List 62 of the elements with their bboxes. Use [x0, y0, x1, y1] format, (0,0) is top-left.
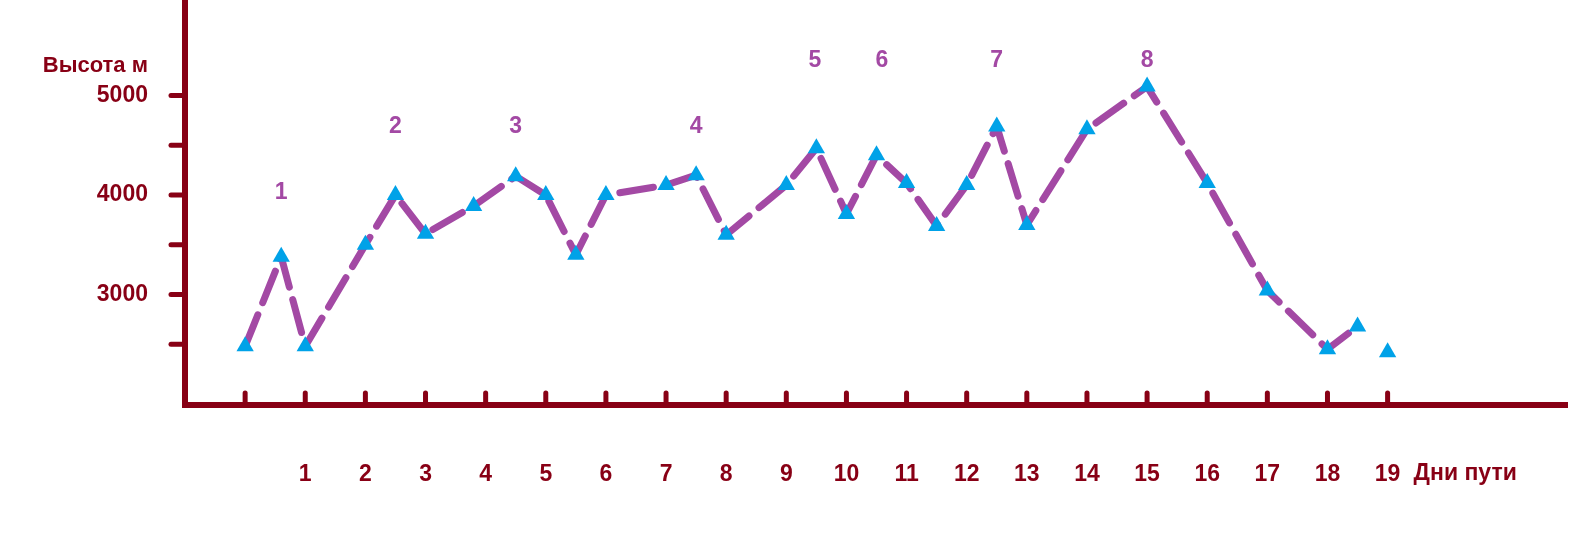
- x-tick-label: 7: [659, 460, 673, 487]
- x-tick-label: 9: [779, 460, 793, 487]
- x-tick-label: 3: [419, 460, 432, 487]
- point: [717, 224, 735, 240]
- annotation: 1: [274, 178, 288, 205]
- annotation: 7: [990, 46, 1004, 73]
- x-tick-label: 17: [1254, 460, 1281, 487]
- x-tick-label: 12: [953, 460, 980, 487]
- annotation: 5: [808, 46, 822, 73]
- point: [1138, 76, 1156, 92]
- point: [1018, 214, 1036, 230]
- x-tick-label: 5: [539, 460, 553, 487]
- point: [1078, 119, 1096, 135]
- point: [416, 223, 435, 239]
- x-tick-label: 10: [833, 460, 860, 487]
- x-tick-label: 13: [1014, 460, 1040, 487]
- point: [867, 145, 886, 161]
- point: [1378, 342, 1397, 358]
- y-axis-title: Высота м: [42, 52, 148, 78]
- point: [837, 203, 856, 219]
- x-tick-label: 18: [1314, 460, 1341, 487]
- annotation: 2: [389, 112, 402, 139]
- point: [1198, 173, 1216, 189]
- point: [597, 185, 615, 201]
- x-tick-label: 11: [894, 460, 919, 487]
- y-tick-label: 4000: [96, 180, 148, 207]
- annotation: 6: [875, 46, 889, 73]
- point: [507, 166, 525, 182]
- point: [1318, 339, 1337, 355]
- point: [777, 175, 795, 191]
- point: [464, 195, 483, 211]
- point: [687, 165, 705, 181]
- point: [296, 336, 314, 352]
- point: [567, 244, 585, 260]
- point: [807, 138, 826, 154]
- x-tick-label: 14: [1074, 460, 1100, 487]
- point: [356, 234, 375, 250]
- point: [927, 215, 946, 231]
- point: [958, 175, 976, 191]
- point: [236, 336, 254, 352]
- annotation: 4: [689, 112, 703, 139]
- x-tick-label: 8: [719, 460, 733, 487]
- point: [988, 116, 1006, 132]
- point: [657, 175, 675, 191]
- x-tick-label: 2: [358, 460, 372, 487]
- x-tick-label: 19: [1374, 460, 1401, 487]
- x-axis-title: Дни пути: [1413, 459, 1517, 486]
- annotation: 3: [509, 112, 523, 139]
- annotation: 8: [1140, 46, 1154, 73]
- x-tick-label: 4: [479, 460, 493, 487]
- x-tick-label: 16: [1194, 460, 1221, 487]
- x-tick-label: 1: [298, 460, 312, 487]
- y-tick-label: 3000: [96, 279, 148, 306]
- point: [1258, 280, 1277, 296]
- point: [897, 173, 916, 189]
- x-tick-label: 15: [1134, 460, 1161, 487]
- point: [272, 246, 290, 262]
- y-tick-label: 5000: [96, 80, 148, 107]
- point: [537, 185, 555, 201]
- x-tick-label: 6: [599, 460, 613, 487]
- point: [1348, 316, 1367, 332]
- point: [386, 185, 405, 201]
